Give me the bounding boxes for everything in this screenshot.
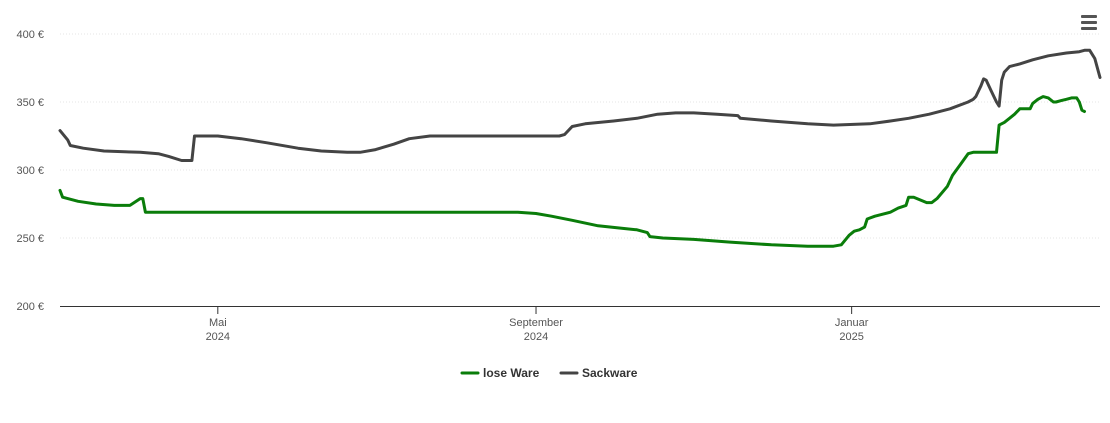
grid-lines — [60, 33, 1100, 239]
x-tick-month-label: Mai — [209, 317, 227, 329]
x-tick-year-label: 2024 — [206, 331, 230, 343]
series-lines — [58, 48, 1102, 248]
hamburger-menu-icon[interactable] — [1078, 12, 1100, 32]
legend: lose Ware Sackware — [460, 366, 638, 380]
menu-bar — [1081, 27, 1097, 30]
y-tick-label: 400 € — [16, 29, 44, 41]
menu-bar — [1081, 21, 1097, 24]
x-tick-month-label: September — [509, 317, 563, 329]
series-line-lose-ware[interactable] — [58, 95, 1086, 248]
y-tick-label: 300 € — [16, 165, 44, 177]
y-tick-label: 350 € — [16, 97, 44, 109]
legend-item-label[interactable]: Sackware — [582, 366, 638, 380]
series-line-sackware[interactable] — [58, 48, 1102, 162]
x-axis: Mai 2024 September 2024 Januar 2025 — [60, 306, 1100, 343]
legend-item-label[interactable]: lose Ware — [483, 366, 540, 380]
y-tick-label: 250 € — [16, 233, 44, 245]
y-axis-labels: 200 € 250 € 300 € 350 € 400 € — [16, 29, 44, 313]
x-tick-month-label: Januar — [835, 317, 869, 329]
menu-bar — [1081, 15, 1097, 18]
y-tick-label: 200 € — [16, 301, 44, 313]
x-tick-year-label: 2024 — [524, 331, 548, 343]
x-tick-year-label: 2025 — [839, 331, 863, 343]
